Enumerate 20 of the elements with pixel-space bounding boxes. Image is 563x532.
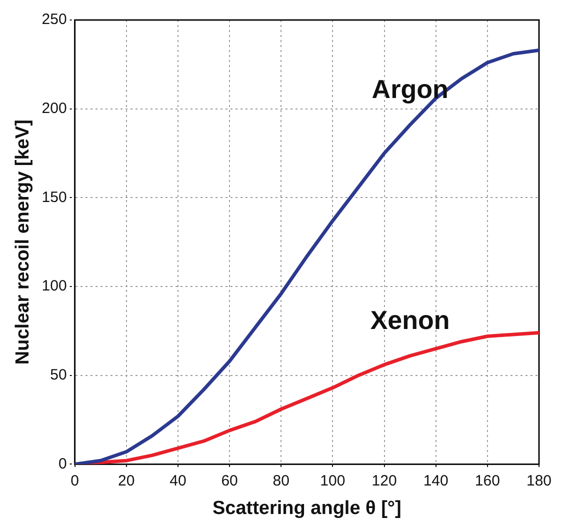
x-tick-label: 100	[320, 472, 346, 490]
y-tick-label: 100	[42, 278, 67, 295]
x-axis-title: Scattering angle θ [°]	[212, 498, 402, 519]
x-tick-label: 160	[474, 472, 500, 490]
x-tick-label: 0	[70, 472, 79, 490]
y-tick-label: 200	[42, 100, 67, 117]
x-tick-label: 180	[526, 472, 552, 490]
y-axis-title: Nuclear recoil energy [keV]	[12, 120, 34, 365]
y-tick-label: 150	[42, 188, 67, 206]
y-tick-label: 0	[58, 455, 67, 472]
series-label: Argon	[372, 74, 448, 104]
x-tick-label: 80	[272, 472, 290, 490]
x-tick-label: 40	[170, 472, 186, 490]
x-tick-label: 60	[221, 472, 238, 490]
x-tick-label: 120	[372, 472, 397, 490]
series-label: Xenon	[370, 304, 450, 335]
y-tick-label: 50	[50, 366, 67, 384]
x-tick-label: 140	[423, 472, 448, 490]
x-tick-label: 20	[118, 472, 135, 490]
y-tick-label: 250	[42, 11, 67, 28]
